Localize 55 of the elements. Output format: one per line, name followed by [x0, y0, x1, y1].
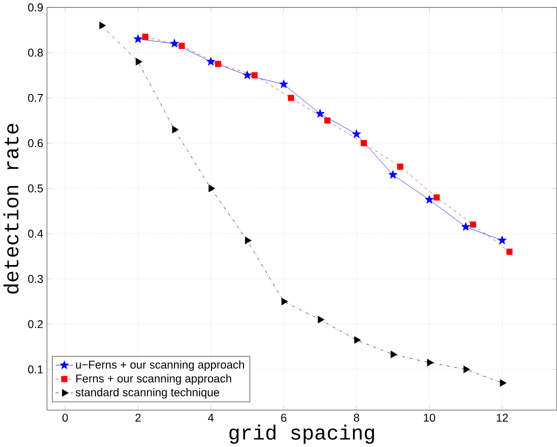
- x-axis-title: grid spacing: [229, 424, 374, 444]
- point: [388, 170, 398, 179]
- point: [506, 248, 513, 255]
- point: [178, 42, 185, 49]
- x-tick-label: 10: [424, 414, 436, 422]
- point: [427, 358, 434, 366]
- y-tick-label: 0.3: [28, 274, 43, 283]
- point: [281, 298, 288, 306]
- point: [172, 126, 179, 134]
- point: [206, 56, 216, 66]
- point: [470, 221, 476, 228]
- point: [170, 38, 179, 48]
- legend-label: u−Ferns + our scanning approach: [76, 360, 244, 371]
- x-tick-label: 4: [208, 414, 214, 422]
- point: [498, 236, 507, 244]
- point: [142, 34, 148, 40]
- point: [390, 350, 398, 358]
- x-tick-label: 8: [354, 414, 360, 422]
- point: [360, 140, 367, 146]
- x-tick-label: 2: [135, 414, 141, 422]
- point: [461, 222, 470, 231]
- x-tick-label: 0: [62, 414, 68, 422]
- point: [434, 194, 440, 200]
- legend-label: standard scanning technique: [76, 388, 220, 398]
- point: [352, 129, 362, 138]
- x-tick-label: 6: [281, 414, 286, 422]
- point: [134, 34, 143, 43]
- y-axis-title: detection rate: [3, 124, 19, 294]
- point: [136, 58, 142, 66]
- y-tick-label: 0.2: [28, 320, 43, 328]
- point: [279, 80, 288, 88]
- point: [99, 22, 106, 30]
- point: [354, 336, 361, 344]
- y-tick-label: 0.5: [28, 184, 43, 192]
- point: [318, 316, 324, 324]
- point: [215, 60, 222, 67]
- point: [500, 379, 506, 387]
- y-tick-label: 0.4: [28, 230, 44, 238]
- y-tick-label: 0.9: [28, 3, 43, 12]
- point: [324, 117, 330, 124]
- point: [251, 72, 258, 78]
- y-tick-label: 0.8: [28, 48, 43, 57]
- x-tick-label: 12: [496, 414, 508, 422]
- point: [208, 184, 216, 192]
- y-tick-label: 0.7: [28, 94, 43, 102]
- point: [316, 108, 325, 118]
- point: [242, 70, 252, 80]
- point: [288, 94, 294, 101]
- point: [245, 236, 252, 244]
- y-tick-label: 0.6: [28, 139, 43, 148]
- point: [464, 366, 470, 374]
- point: [397, 164, 404, 170]
- y-tick-label: 0.1: [28, 365, 43, 374]
- point: [424, 194, 434, 204]
- legend-label: Ferns + our scanning approach: [76, 374, 232, 385]
